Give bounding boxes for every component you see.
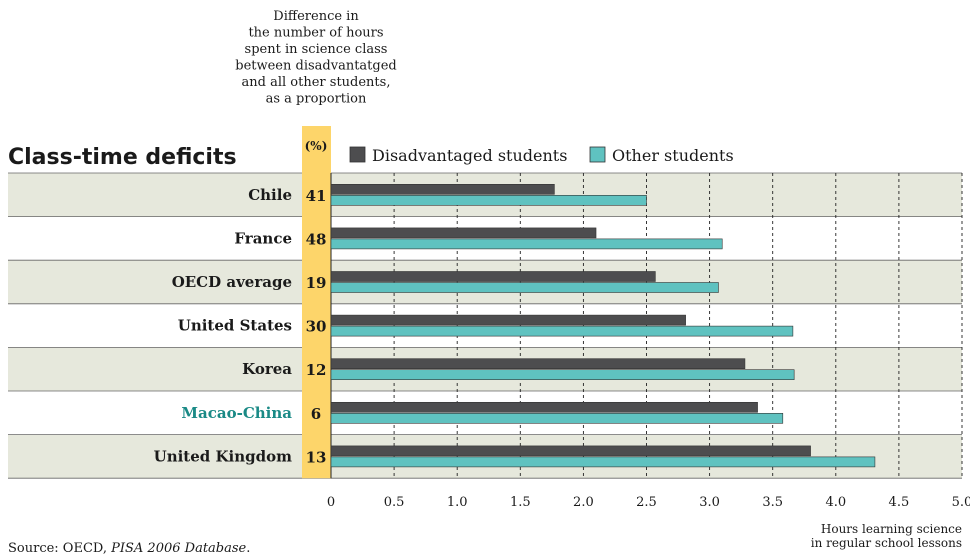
percent-column-label: (%) bbox=[305, 139, 328, 153]
bar-other bbox=[330, 238, 723, 250]
bar-other bbox=[330, 195, 647, 206]
bar-disadvantaged bbox=[330, 184, 555, 195]
source-note: Source: OECD, PISA 2006 Database. bbox=[8, 541, 250, 556]
bar-disadvantaged bbox=[330, 401, 758, 413]
row-shade bbox=[8, 260, 962, 304]
x-tick-label: 1.5 bbox=[510, 495, 531, 510]
category-label: OECD average bbox=[172, 273, 292, 291]
percent-value: 41 bbox=[306, 187, 327, 205]
category-label: Chile bbox=[248, 186, 292, 204]
bar-disadvantaged bbox=[330, 445, 811, 457]
bar-other bbox=[330, 456, 876, 468]
percent-value: 19 bbox=[306, 274, 327, 292]
legend-swatch-disadvantaged bbox=[349, 146, 366, 163]
category-labels: Chile France OECD average United States Kore… bbox=[154, 186, 293, 466]
header-note-line: the number of hours bbox=[248, 26, 383, 41]
percent-value: 48 bbox=[306, 230, 327, 248]
header-note-line: as a proportion bbox=[266, 92, 367, 107]
chart-title: Class-time deficits bbox=[8, 145, 237, 170]
legend-label-other: Other students bbox=[612, 146, 734, 165]
bars bbox=[330, 184, 876, 468]
bar-disadvantaged bbox=[330, 271, 656, 282]
percent-value: 13 bbox=[306, 448, 327, 466]
row-backgrounds bbox=[8, 172, 962, 479]
gridlines bbox=[330, 173, 963, 479]
bar-disadvantaged bbox=[330, 227, 597, 239]
x-tick-label: 3.5 bbox=[762, 495, 783, 510]
x-tick-label: 5.0 bbox=[952, 495, 970, 510]
percent-value: 6 bbox=[311, 405, 321, 423]
bar-other bbox=[330, 412, 784, 424]
x-tick-label: 4.5 bbox=[889, 495, 910, 510]
x-tick-labels: 0 0.5 1.0 1.5 2.0 2.5 3.0 3.5 4.0 4.5 5.0 bbox=[327, 495, 970, 510]
x-tick-label: 3.0 bbox=[699, 495, 720, 510]
header-note-line: spent in science class bbox=[245, 42, 388, 57]
row-shade bbox=[8, 173, 962, 217]
legend-label-disadvantaged: Disadvantaged students bbox=[372, 146, 567, 165]
x-tick-label: 4.0 bbox=[825, 495, 846, 510]
category-label: United States bbox=[178, 317, 292, 335]
x-tick-label: 1.0 bbox=[447, 495, 468, 510]
x-tick-label: 0.5 bbox=[384, 495, 405, 510]
x-axis-label-line: Hours learning science bbox=[821, 522, 962, 536]
x-axis-label-line: in regular school lessons bbox=[811, 536, 962, 550]
category-label: France bbox=[234, 229, 292, 247]
bar-other bbox=[330, 369, 795, 381]
bar-disadvantaged bbox=[330, 314, 686, 326]
percent-values: 41 48 19 30 12 6 13 bbox=[306, 187, 327, 467]
legend: Disadvantaged students Other students bbox=[349, 146, 734, 165]
category-label: United Kingdom bbox=[154, 447, 292, 465]
row-shade bbox=[8, 434, 962, 479]
bar-disadvantaged bbox=[330, 358, 746, 370]
percent-column-band bbox=[302, 126, 331, 479]
bar-other bbox=[330, 325, 794, 337]
header-note-line: Difference in bbox=[273, 9, 359, 24]
bar-other bbox=[330, 282, 719, 293]
category-label: Macao-China bbox=[181, 404, 292, 422]
percent-value: 12 bbox=[306, 361, 327, 379]
x-tick-label: 2.0 bbox=[573, 495, 594, 510]
row-shade bbox=[8, 347, 962, 391]
percent-value: 30 bbox=[306, 318, 327, 336]
header-note-line: and all other students, bbox=[242, 75, 391, 90]
x-tick-label: 2.5 bbox=[636, 495, 657, 510]
x-tick-label: 0 bbox=[327, 495, 335, 510]
category-label: Korea bbox=[242, 360, 292, 378]
header-note-line: between disadvantatged bbox=[235, 59, 396, 74]
legend-swatch-other bbox=[589, 146, 606, 163]
